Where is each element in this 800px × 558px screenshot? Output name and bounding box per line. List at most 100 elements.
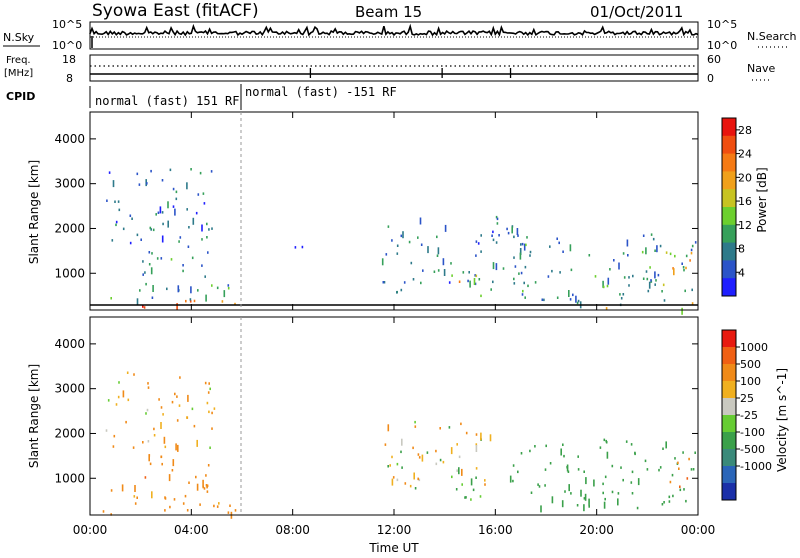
echo-cell [409, 484, 412, 488]
echo-cell [422, 269, 424, 272]
echo-cell [208, 382, 210, 385]
echo-cell [677, 461, 679, 465]
velocity-colorbar-tick-label: -25 [740, 409, 758, 422]
echo-cell [115, 220, 118, 224]
echo-cell [427, 246, 429, 254]
power-echo-data [106, 168, 697, 315]
echo-cell [117, 200, 120, 203]
echo-cell [138, 183, 141, 186]
echo-cell [410, 261, 413, 265]
echo-cell [674, 254, 676, 258]
colorbar-swatch [722, 224, 736, 244]
echo-cell [177, 285, 180, 293]
echo-cell [604, 497, 606, 501]
freq-label-line2: [MHz] [4, 68, 33, 79]
echo-cell [382, 281, 385, 284]
x-tick-label: 08:00 [275, 523, 310, 537]
echo-cell [144, 476, 147, 479]
echo-cell [659, 466, 662, 469]
echo-cell [632, 274, 634, 278]
power-y-label: Slant Range [km] [27, 160, 41, 264]
echo-cell [564, 490, 566, 493]
echo-cell [588, 505, 590, 508]
echo-cell [556, 296, 559, 299]
echo-cell [129, 241, 132, 245]
echo-cell [384, 443, 387, 446]
echo-cell [683, 488, 685, 491]
echo-cell [196, 483, 199, 491]
echo-cell [129, 214, 132, 217]
echo-cell [383, 281, 386, 284]
echo-cell [690, 468, 693, 471]
echo-cell [155, 213, 157, 216]
echo-cell [206, 490, 209, 493]
echo-cell [204, 381, 207, 385]
echo-cell [173, 498, 176, 501]
echo-cell [145, 282, 147, 286]
echo-cell [234, 302, 236, 306]
echo-cell [570, 492, 572, 495]
echo-cell [197, 289, 199, 292]
echo-cell [583, 497, 586, 500]
echo-cell [630, 481, 633, 484]
echo-cell [498, 234, 500, 237]
x-axis-label: Time UT [368, 541, 419, 554]
echo-cell [134, 502, 137, 505]
echo-cell [647, 289, 650, 293]
echo-cell [414, 487, 417, 490]
echo-cell [402, 231, 404, 239]
x-tick-label: 04:00 [174, 523, 209, 537]
echo-cell [196, 439, 198, 447]
echo-cell [475, 240, 478, 243]
echo-cell [637, 478, 640, 486]
echo-cell [507, 231, 510, 235]
echo-cell [444, 224, 447, 232]
echo-cell [682, 451, 684, 454]
echo-cell [136, 233, 139, 237]
echo-cell [139, 289, 141, 292]
echo-cell [520, 271, 523, 275]
velocity-colorbar-tick-label: 100 [740, 375, 761, 388]
echo-cell [671, 473, 674, 477]
echo-cell [150, 267, 153, 275]
echo-cell [607, 277, 610, 285]
echo-cell [437, 269, 440, 272]
echo-cell [172, 187, 175, 191]
echo-cell [218, 502, 220, 505]
echo-cell [400, 234, 403, 238]
echo-cell [448, 281, 451, 284]
echo-cell [668, 495, 671, 499]
echo-cell [420, 281, 422, 285]
power-colorbar-tick-label: 16 [738, 195, 752, 208]
echo-cell [688, 457, 690, 461]
echo-cell [213, 504, 215, 508]
echo-cell [162, 222, 164, 226]
freq-left-tick-low: 8 [66, 72, 73, 85]
echo-cell [182, 502, 185, 505]
echo-cell [577, 455, 579, 458]
echo-cell [162, 413, 164, 416]
echo-cell [577, 299, 580, 303]
echo-cell [437, 247, 440, 255]
colorbar-swatch [722, 432, 736, 450]
echo-cell [512, 479, 514, 483]
echo-cell [412, 278, 415, 281]
noise-right-tick-high: 10^5 [707, 18, 737, 31]
echo-cell [400, 288, 403, 292]
echo-cell [171, 469, 174, 472]
noise-left-tick-high: 10^5 [52, 18, 82, 31]
echo-cell [171, 400, 174, 404]
echo-cell [403, 281, 406, 284]
echo-cell [588, 254, 591, 257]
echo-cell [207, 464, 210, 467]
echo-cell [646, 468, 649, 471]
echo-cell [209, 446, 211, 449]
echo-cell [475, 443, 478, 446]
echo-cell [148, 263, 151, 266]
echo-cell [682, 266, 685, 269]
echo-cell [609, 268, 611, 271]
echo-cell [663, 501, 665, 504]
echo-cell [418, 456, 421, 459]
echo-cell [617, 498, 619, 506]
